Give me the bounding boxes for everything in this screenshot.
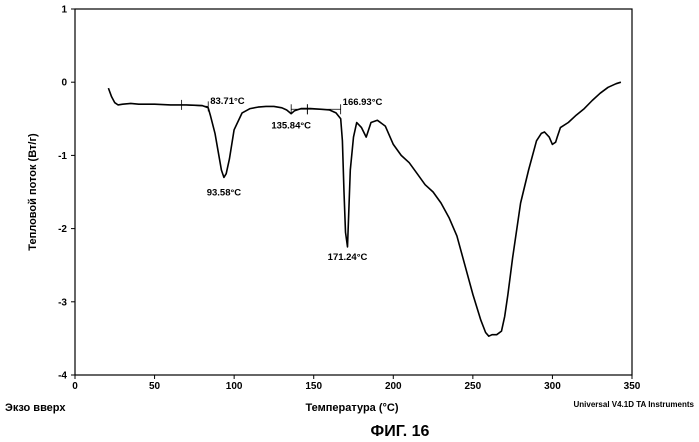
x-tick-label: 0: [72, 381, 78, 392]
x-tick-label: 250: [465, 381, 482, 392]
y-tick-label: 1: [61, 5, 67, 16]
annotations: 83.71°C 93.58°C 135.84°C 166.93°C 171.24°C: [207, 96, 383, 263]
heat-flow-line: [107, 81, 622, 337]
software-version-label: Universal V4.1D TA Instruments: [574, 400, 695, 409]
x-axis: 0 50 100 150 200 250 300 350: [72, 375, 641, 392]
peak-annotation-label: 171.24°C: [328, 252, 368, 263]
x-tick-label: 100: [226, 381, 243, 392]
x-tick-label: 150: [305, 381, 322, 392]
peak-annotation-label: 93.58°C: [207, 187, 242, 198]
figure-label: ФИГ. 16: [371, 423, 430, 440]
y-tick-label: -3: [58, 297, 67, 308]
y-axis-title: Тепловой поток (Вт/г): [27, 133, 39, 251]
peak-annotation-label: 135.84°C: [271, 121, 311, 132]
y-tick-label: -4: [58, 371, 67, 382]
plot-frame: [74, 8, 633, 376]
x-tick-label: 200: [385, 381, 402, 392]
y-tick-label: -2: [58, 224, 67, 235]
plot-border: [74, 8, 633, 376]
exo-direction-label: Экзо вверх: [5, 402, 66, 414]
y-tick-label: -1: [58, 151, 67, 162]
peak-annotation-label: 166.93°C: [343, 97, 383, 108]
series-group: [107, 81, 622, 337]
x-tick-label: 350: [624, 381, 641, 392]
x-axis-title: Температура (°C): [305, 402, 398, 414]
x-tick-label: 50: [149, 381, 161, 392]
peak-annotation-label: 83.71°C: [210, 96, 245, 107]
y-axis: 1 0 -1 -2 -3 -4: [58, 5, 75, 382]
x-tick-label: 300: [544, 381, 561, 392]
y-tick-label: 0: [61, 78, 67, 89]
